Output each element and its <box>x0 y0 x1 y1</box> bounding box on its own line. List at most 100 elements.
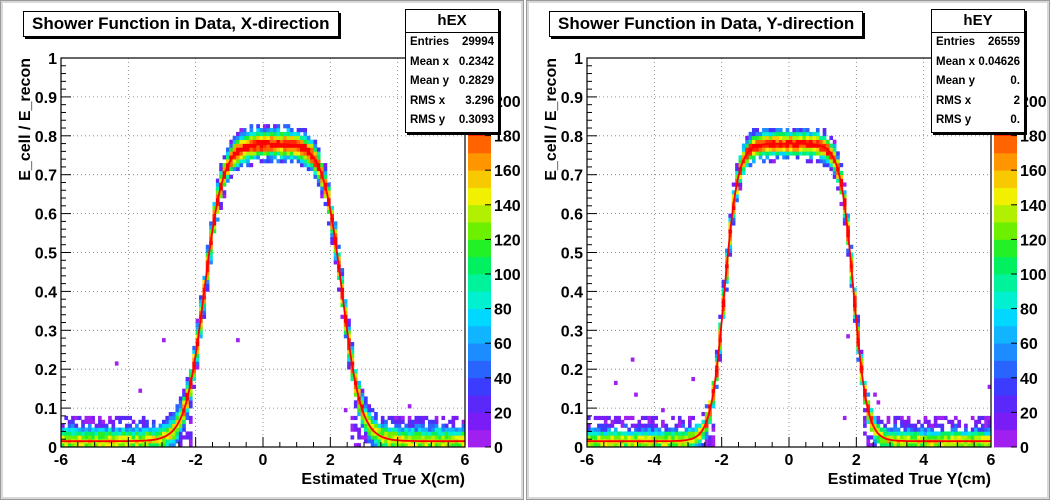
left-heatmap-cell <box>222 190 227 195</box>
left-heatmap-cell <box>326 194 331 199</box>
right-heatmap-cell <box>654 435 658 440</box>
left-heatmap-cell <box>101 419 106 424</box>
left-heatmap-cell <box>364 439 368 444</box>
left-heatmap-cell <box>350 423 355 428</box>
left-heatmap-cell <box>158 431 163 436</box>
left-heatmap-cell <box>101 443 106 448</box>
right-heatmap-cell <box>947 435 951 440</box>
right-heatmap-cell <box>597 431 601 436</box>
left-heatmap-cell <box>242 143 247 148</box>
left-heatmap-cell <box>71 419 75 424</box>
left-ytick-label: 0.5 <box>35 246 57 263</box>
right-heatmap-cell <box>839 190 844 195</box>
right-heatmap-cell <box>745 139 749 144</box>
right-heatmap-cell <box>789 143 793 148</box>
right-heatmap-plot[interactable]: -6 -4 -2 0 2 4 600.10.20.30.40.50.60.70.80.91E… <box>529 3 1049 499</box>
left-heatmap-cell <box>461 423 466 428</box>
right-heatmap-cell <box>725 275 729 281</box>
left-heatmap-cell <box>407 435 412 440</box>
right-heatmap-cell <box>728 221 733 226</box>
left-heatmap-cell <box>357 411 361 417</box>
left-heatmap-cell <box>350 349 355 354</box>
right-heatmap-cell <box>704 431 709 436</box>
left-heatmap-cell <box>148 427 153 432</box>
right-heatmap-cell <box>829 155 834 160</box>
right-heatmap-cell <box>869 435 874 440</box>
right-heatmap-cell <box>647 423 652 428</box>
left-heatmap-cell <box>209 225 213 230</box>
right-heatmap-cell <box>923 427 928 432</box>
right-heatmap-cell <box>671 427 675 432</box>
left-heatmap-cell <box>124 427 129 432</box>
right-heatmap-cell <box>805 131 810 137</box>
right-heatmap-cell <box>721 287 726 292</box>
right-heatmap-cell <box>910 431 914 436</box>
right-heatmap-cell <box>876 435 881 440</box>
left-heatmap-cell <box>276 147 281 152</box>
right-heatmap-cell <box>688 443 692 448</box>
left-heatmap-cell <box>91 435 95 440</box>
left-colorbar-label: 120 <box>494 232 521 249</box>
left-heatmap-cell <box>454 431 459 436</box>
right-heatmap-cell <box>809 135 813 140</box>
right-heatmap-cell <box>593 435 598 440</box>
left-heatmap-cell <box>380 427 385 432</box>
left-heatmap-cell <box>219 170 223 175</box>
left-heatmap-cell <box>111 427 116 432</box>
left-heatmap-cell <box>283 151 287 156</box>
left-heatmap-cell <box>135 431 139 436</box>
right-colorbar-segment <box>994 291 1017 309</box>
left-heatmap-cell <box>229 159 233 164</box>
left-heatmap-cell <box>242 128 247 133</box>
right-heatmap-cell <box>903 427 908 432</box>
right-heatmap-cell <box>627 427 632 432</box>
right-colorbar-segment <box>994 204 1017 223</box>
right-heatmap-cell <box>751 151 756 156</box>
right-heatmap-cell <box>607 431 611 436</box>
right-heatmap-cell <box>677 423 682 428</box>
right-heatmap-cell <box>970 415 975 421</box>
left-heatmap-cell <box>256 139 260 144</box>
left-xtick-label: 0 <box>259 452 268 469</box>
left-heatmap-cell <box>71 415 75 421</box>
left-heatmap-cell <box>273 155 277 160</box>
right-stats-box[interactable]: hEY Entries 26559 Mean x 0.04626 Mean y 0. … <box>931 9 1025 133</box>
left-heatmap-cell <box>155 439 159 444</box>
left-heatmap-cell <box>441 427 446 432</box>
left-heatmap-cell <box>111 431 116 436</box>
left-heatmap-cell <box>451 431 456 436</box>
left-heatmap-cell <box>165 419 170 424</box>
right-heatmap-cell <box>637 423 642 428</box>
left-heatmap-cell <box>401 431 405 436</box>
left-heatmap-cell <box>225 166 230 172</box>
left-heatmap-cell <box>276 128 281 133</box>
right-heatmap-cell <box>822 159 827 164</box>
left-heatmap-cell <box>451 423 456 428</box>
left-ytick-label: 0.2 <box>35 362 57 379</box>
right-heatmap-cell <box>775 143 780 148</box>
right-heatmap-cell <box>684 427 689 432</box>
right-heatmap-cell <box>795 143 800 148</box>
right-heatmap-cell <box>940 427 945 432</box>
right-heatmap-cell <box>785 128 790 133</box>
left-heatmap-cell <box>340 303 345 308</box>
right-heatmap-cell <box>613 419 618 424</box>
left-heatmap-cell <box>64 415 69 421</box>
left-heatmap-cell <box>175 427 180 432</box>
right-heatmap-cell <box>900 423 904 428</box>
left-heatmap-cell <box>199 306 203 312</box>
right-heatmap-cell <box>617 443 621 448</box>
left-heatmap-cell <box>434 427 439 432</box>
right-heatmap-cell <box>768 147 773 152</box>
right-heatmap-cell <box>903 423 908 428</box>
right-heatmap-cell <box>980 435 985 440</box>
right-heatmap-cell <box>758 135 763 140</box>
right-heatmap-cell <box>684 431 689 436</box>
right-heatmap-cell <box>953 427 958 432</box>
right-heatmap-cell <box>691 439 696 444</box>
left-stats-box[interactable]: hEX Entries 29994 Mean x 0.2342 Mean y 0.28… <box>405 9 499 133</box>
left-heatmap-cell <box>461 419 466 424</box>
left-heatmap-cell <box>347 357 351 362</box>
left-heatmap-cell <box>104 435 109 440</box>
left-heatmap-plot[interactable]: -6 -4 -2 0 2 4 600.10.20.30.40.50.60.70.80.91E… <box>3 3 523 499</box>
